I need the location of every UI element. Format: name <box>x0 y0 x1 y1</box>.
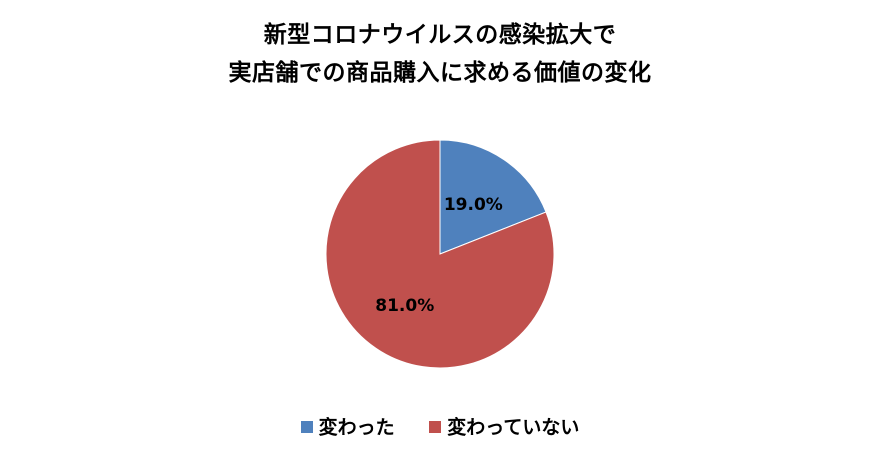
chart-title-line-2: 実店舗での商品購入に求める価値の変化 <box>228 60 652 86</box>
legend-item-changed: 変わった <box>300 414 395 441</box>
legend-item-unchanged: 変わっていない <box>429 414 579 441</box>
legend-label-unchanged: 変わっていない <box>447 416 580 439</box>
chart-title-line-1: 新型コロナウイルスの感染拡大で <box>263 22 617 48</box>
legend: 変わった 変わっていない <box>0 414 880 441</box>
data-label-changed: 19.0% <box>444 195 503 215</box>
legend-swatch-unchanged <box>429 420 442 433</box>
pie-slice-unchanged <box>325 139 555 369</box>
legend-label-changed: 変わった <box>318 416 395 439</box>
legend-swatch-changed <box>300 420 313 433</box>
pie-slices <box>325 139 555 369</box>
data-label-unchanged: 81.0% <box>375 296 434 316</box>
pie-labels: 19.0% 81.0% <box>375 195 503 316</box>
chart-title: 新型コロナウイルスの感染拡大で 実店舗での商品購入に求める価値の変化 <box>0 16 880 92</box>
pie-slice-changed <box>439 139 547 255</box>
